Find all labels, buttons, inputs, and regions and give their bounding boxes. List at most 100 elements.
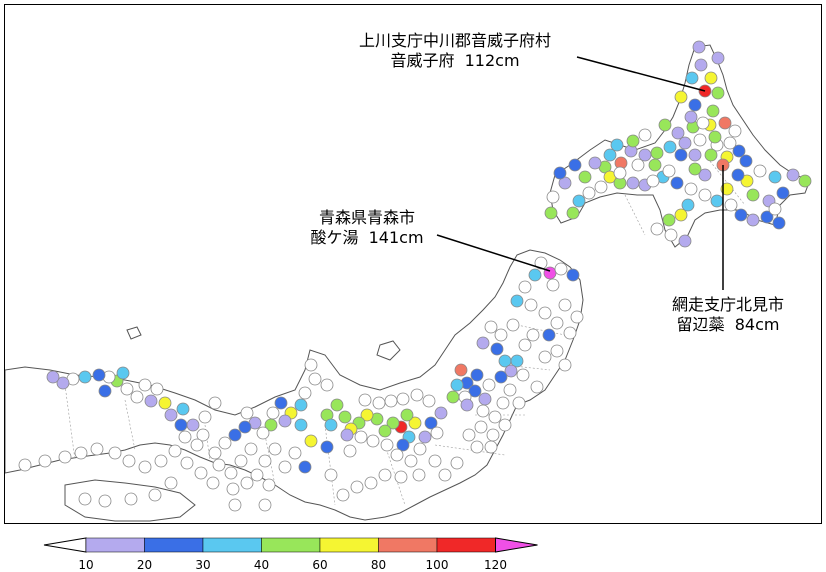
station-marker xyxy=(674,208,688,222)
map-frame: 上川支庁中川郡音威子府村 音威子府 112cm 青森県青森市 酸ケ湯 141cm… xyxy=(4,4,822,524)
station-marker xyxy=(174,418,188,432)
callout-kamikawa-line2: 音威子府 112cm xyxy=(330,51,580,71)
station-marker xyxy=(563,326,577,340)
station-marker xyxy=(378,424,392,438)
station-markers xyxy=(18,40,812,512)
station-marker xyxy=(234,454,248,468)
station-marker xyxy=(566,268,580,282)
station-marker xyxy=(90,442,104,456)
callout-line-aomori xyxy=(436,234,551,272)
station-marker xyxy=(603,148,617,162)
callout-aomori-line1: 青森県青森市 xyxy=(318,208,415,227)
station-marker xyxy=(78,492,92,506)
station-marker xyxy=(46,370,60,384)
station-marker xyxy=(386,416,400,430)
station-marker xyxy=(739,154,753,168)
station-marker xyxy=(298,386,312,400)
station-marker xyxy=(450,378,464,392)
station-marker xyxy=(164,408,178,422)
callout-aomori-station: 酸ケ湯 xyxy=(310,228,359,247)
hokkaido-outline xyxy=(549,44,811,248)
station-marker xyxy=(150,382,164,396)
callout-kamikawa-line1: 上川支庁中川郡音威子府村 xyxy=(358,31,551,50)
station-marker xyxy=(662,164,676,178)
station-marker xyxy=(638,128,652,142)
station-marker xyxy=(711,86,725,100)
station-marker xyxy=(56,376,70,390)
station-marker xyxy=(543,266,557,280)
station-marker xyxy=(544,206,558,220)
station-marker xyxy=(650,146,664,160)
callout-aomori: 青森県青森市 酸ケ湯 141cm xyxy=(287,208,447,248)
station-marker xyxy=(546,278,560,292)
station-marker xyxy=(728,124,742,138)
station-marker xyxy=(428,454,442,468)
station-marker xyxy=(266,406,280,420)
station-marker xyxy=(298,460,312,474)
station-marker xyxy=(116,366,130,380)
legend-cell-b40_60 xyxy=(261,537,321,553)
station-marker xyxy=(550,344,564,358)
oki-outline xyxy=(126,326,142,340)
station-marker xyxy=(476,336,490,350)
station-marker xyxy=(394,470,408,484)
station-marker xyxy=(776,186,790,200)
station-marker xyxy=(240,406,254,420)
station-marker xyxy=(528,268,542,282)
station-marker xyxy=(462,428,476,442)
legend-tick-80: 80 xyxy=(370,558,387,572)
sado-outline xyxy=(376,340,401,361)
station-marker xyxy=(518,338,532,352)
color-legend: 10 20 30 40 60 80 100 120 xyxy=(0,528,826,572)
callout-aomori-line2: 酸ケ湯 141cm xyxy=(287,228,447,248)
station-marker xyxy=(390,448,404,462)
station-marker xyxy=(194,466,208,480)
station-marker xyxy=(228,428,242,442)
station-marker xyxy=(450,456,464,470)
station-marker xyxy=(338,410,352,424)
station-marker xyxy=(588,156,602,170)
station-marker xyxy=(510,294,524,308)
station-marker xyxy=(384,394,398,408)
station-marker xyxy=(484,440,498,454)
station-marker xyxy=(678,136,692,150)
station-marker xyxy=(98,384,112,398)
callout-abashiri-value: 84cm xyxy=(734,315,780,334)
callout-abashiri: 網走支庁北見市 留辺蘂 84cm xyxy=(653,295,803,335)
station-marker xyxy=(734,208,748,222)
station-marker xyxy=(460,398,474,412)
station-marker xyxy=(380,438,394,452)
station-marker xyxy=(674,90,688,104)
station-marker xyxy=(696,116,710,130)
callout-kamikawa: 上川支庁中川郡音威子府村 音威子府 112cm xyxy=(330,31,580,71)
station-marker xyxy=(550,316,564,330)
station-marker xyxy=(224,466,238,480)
station-marker xyxy=(264,418,278,432)
station-marker xyxy=(710,194,724,208)
station-marker xyxy=(372,396,386,410)
station-marker xyxy=(438,468,452,482)
station-marker xyxy=(498,418,512,432)
station-marker xyxy=(92,368,106,382)
station-marker xyxy=(720,182,734,196)
station-marker xyxy=(38,454,52,468)
station-marker xyxy=(468,384,482,398)
station-marker xyxy=(330,398,344,412)
station-marker xyxy=(218,436,232,450)
station-marker xyxy=(554,262,568,276)
station-marker xyxy=(568,158,582,172)
legend-cell-above-120 xyxy=(495,537,538,553)
station-marker xyxy=(250,468,264,482)
callout-lines xyxy=(436,56,724,290)
station-marker xyxy=(244,442,258,456)
shikoku-outline xyxy=(64,479,196,522)
station-marker xyxy=(168,444,182,458)
station-marker xyxy=(256,426,270,440)
station-marker xyxy=(671,126,685,140)
legend-cell-b20_30 xyxy=(144,537,204,553)
station-marker xyxy=(108,446,122,460)
station-marker xyxy=(130,390,144,404)
station-marker xyxy=(434,406,448,420)
station-marker xyxy=(484,320,498,334)
station-marker xyxy=(138,460,152,474)
